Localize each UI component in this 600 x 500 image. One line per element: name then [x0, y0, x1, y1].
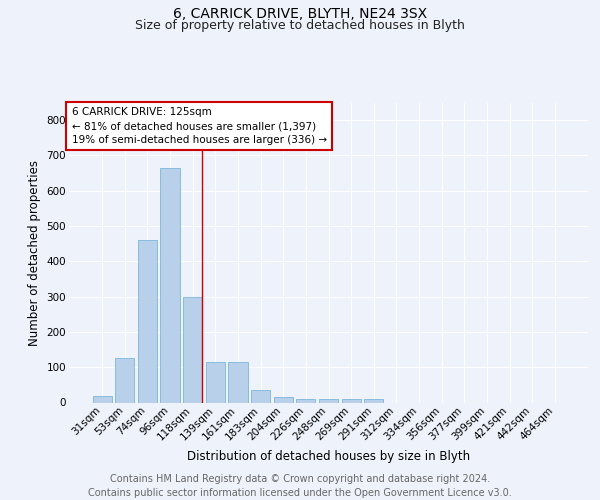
Text: 6, CARRICK DRIVE, BLYTH, NE24 3SX: 6, CARRICK DRIVE, BLYTH, NE24 3SX [173, 8, 427, 22]
Bar [160, 168, 180, 402]
Bar [92, 396, 112, 402]
Text: Contains HM Land Registry data © Crown copyright and database right 2024.
Contai: Contains HM Land Registry data © Crown c… [88, 474, 512, 498]
X-axis label: Distribution of detached houses by size in Blyth: Distribution of detached houses by size … [187, 450, 470, 464]
Bar [183, 296, 202, 403]
Bar [115, 358, 134, 403]
Text: Size of property relative to detached houses in Blyth: Size of property relative to detached ho… [135, 18, 465, 32]
Bar [138, 240, 157, 402]
Y-axis label: Number of detached properties: Number of detached properties [28, 160, 41, 346]
Bar [341, 399, 361, 402]
Bar [296, 399, 316, 402]
Bar [229, 362, 248, 403]
Text: 6 CARRICK DRIVE: 125sqm
← 81% of detached houses are smaller (1,397)
19% of semi: 6 CARRICK DRIVE: 125sqm ← 81% of detache… [71, 107, 327, 145]
Bar [319, 399, 338, 402]
Bar [251, 390, 270, 402]
Bar [206, 362, 225, 403]
Bar [364, 399, 383, 402]
Bar [274, 397, 293, 402]
